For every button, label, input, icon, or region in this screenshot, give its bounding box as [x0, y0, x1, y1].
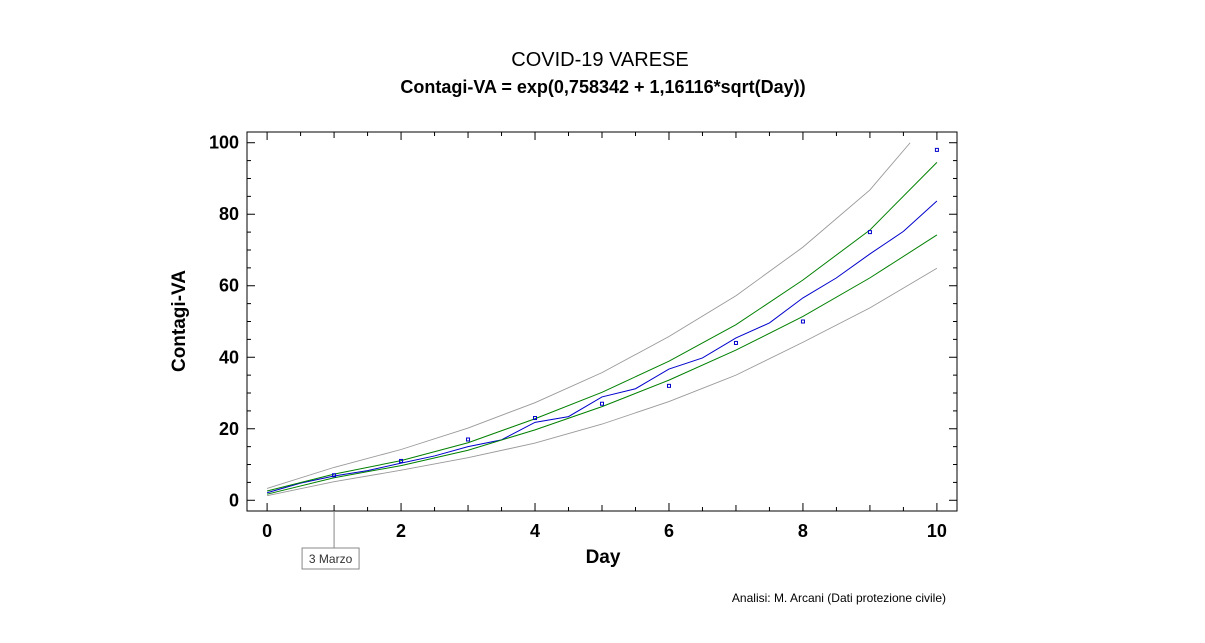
y-tick-label: 20: [219, 419, 239, 439]
annotation-label: 3 Marzo: [309, 552, 353, 566]
fit-curves: [266, 142, 938, 497]
confidence-lower-line: [266, 234, 938, 495]
y-tick-label: 80: [219, 204, 239, 224]
plot-frame: [246, 131, 958, 512]
chart-subtitle: Contagi-VA = exp(0,758342 + 1,16116*sqrt…: [400, 77, 805, 97]
data-point: [934, 147, 939, 152]
data-point: [800, 319, 805, 324]
data-point: [867, 230, 872, 235]
x-tick-label: 0: [262, 521, 272, 541]
y-axis: 0 20 40 60 80 100: [209, 133, 957, 510]
observed-points: [332, 147, 939, 478]
x-tick-label: 2: [396, 521, 406, 541]
data-point: [399, 458, 404, 463]
data-point: [332, 473, 337, 478]
data-point: [733, 340, 738, 345]
y-axis-label: Contagi-VA: [169, 270, 190, 372]
confidence-upper-line: [266, 162, 938, 492]
data-point: [533, 416, 538, 421]
y-tick-label: 60: [219, 276, 239, 296]
annotation-box: [301, 547, 360, 570]
y-tick-label: 100: [209, 133, 239, 153]
data-point: [600, 401, 604, 406]
x-tick-label: 8: [798, 521, 808, 541]
y-tick-label: 0: [229, 490, 239, 510]
x-tick-label: 10: [927, 521, 947, 541]
x-tick-label: 4: [530, 521, 540, 541]
data-point: [466, 437, 471, 442]
prediction-upper-line: [266, 142, 911, 489]
x-tick-label: 6: [664, 521, 674, 541]
prediction-lower-line: [266, 267, 938, 497]
chart-title: COVID-19 VARESE: [511, 49, 688, 71]
x-axis-label: Day: [586, 547, 621, 568]
x-axis: 0 2 4 6 8 10: [262, 132, 947, 541]
credit-note: Analisi: M. Arcani (Dati protezione civi…: [732, 591, 946, 605]
y-tick-label: 40: [219, 347, 239, 367]
fitted-line: [266, 200, 938, 494]
date-annotation: 3 Marzo: [301, 511, 360, 570]
data-point: [666, 383, 671, 388]
